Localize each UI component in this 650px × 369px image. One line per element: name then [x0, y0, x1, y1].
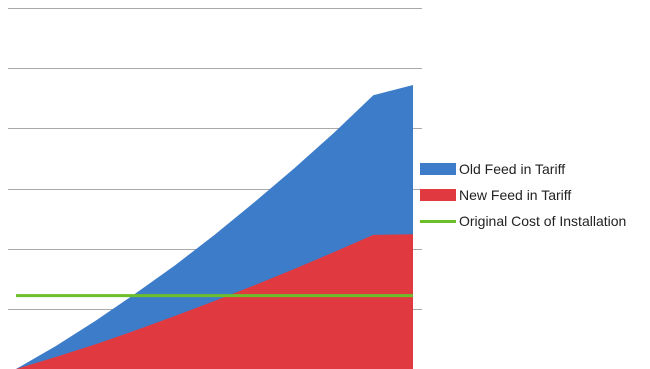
legend: Old Feed in Tariff New Feed in Tariff Or… [420, 156, 626, 234]
legend-swatch-original-cost-of-installation [420, 219, 456, 223]
legend-item-old-feed-in-tariff: Old Feed in Tariff [420, 156, 626, 182]
area-series [16, 85, 413, 369]
legend-swatch-old-feed-in-tariff [420, 163, 456, 175]
legend-item-original-cost-of-installation: Original Cost of Installation [420, 208, 626, 234]
legend-item-new-feed-in-tariff: New Feed in Tariff [420, 182, 626, 208]
legend-label-new-feed-in-tariff: New Feed in Tariff [459, 187, 572, 203]
legend-swatch-new-feed-in-tariff [420, 189, 456, 201]
legend-label-original-cost-of-installation: Original Cost of Installation [459, 213, 627, 229]
legend-label-old-feed-in-tariff: Old Feed in Tariff [459, 161, 566, 177]
area-new-feed-in-tariff [16, 234, 413, 369]
